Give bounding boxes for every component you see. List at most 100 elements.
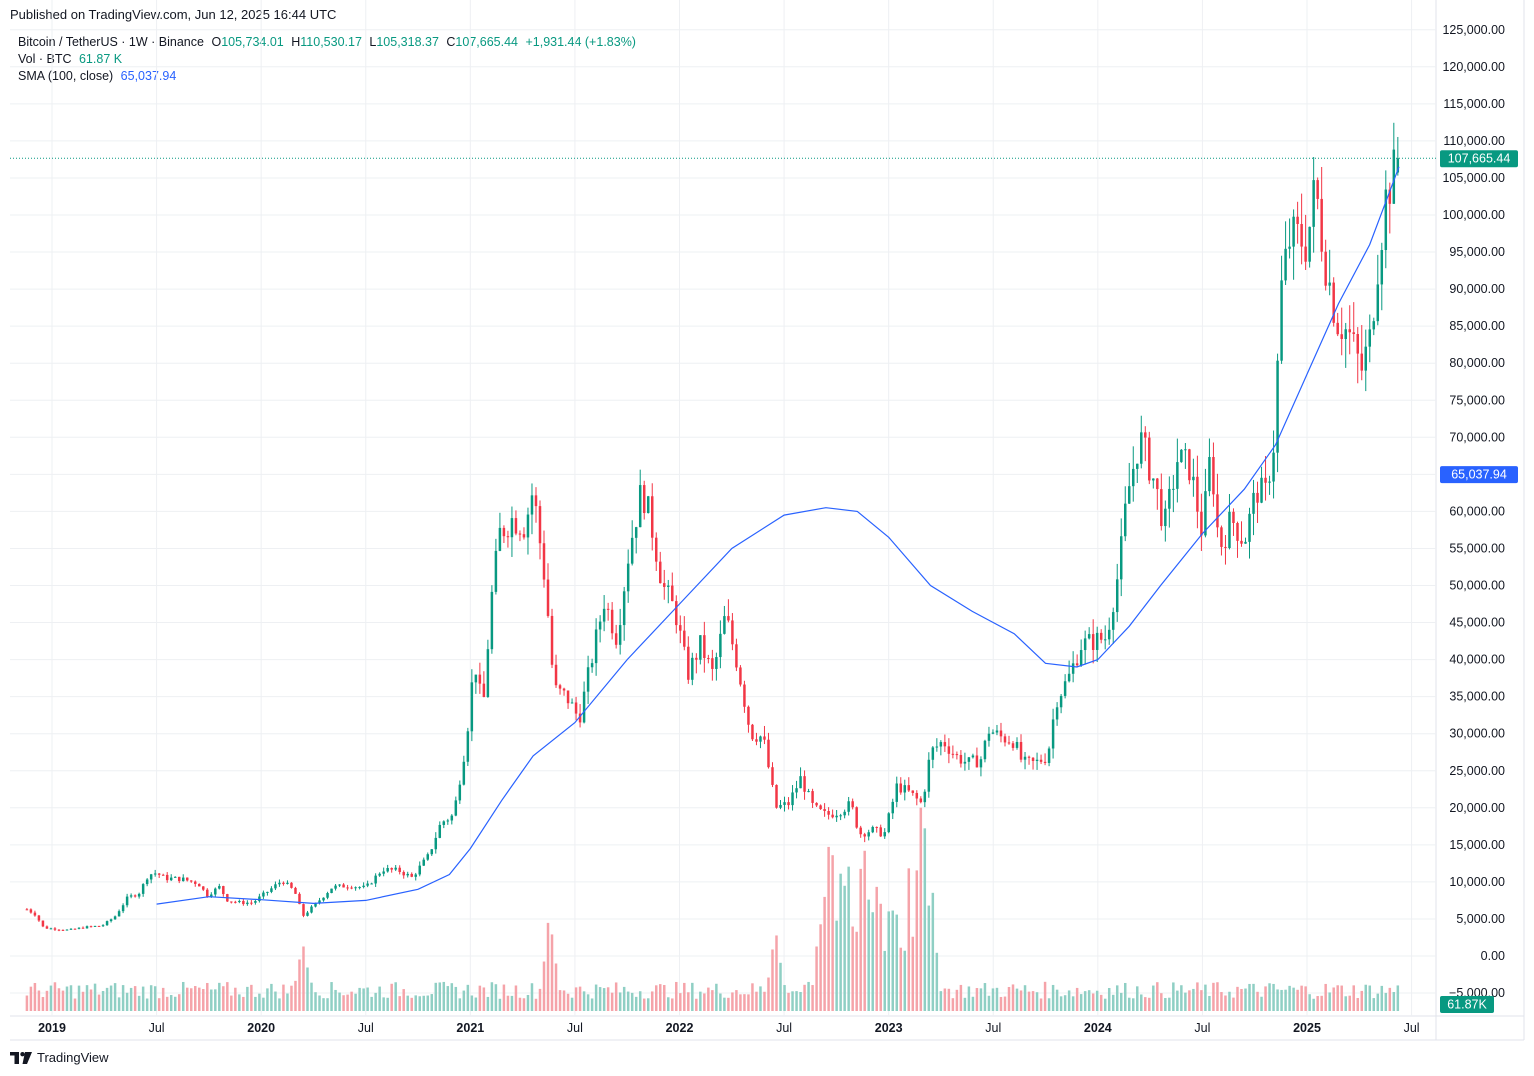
candle-body[interactable]	[1160, 489, 1163, 527]
candle-body[interactable]	[1304, 246, 1307, 262]
candle-body[interactable]	[278, 882, 281, 885]
candle-body[interactable]	[250, 902, 253, 904]
candle-body[interactable]	[859, 827, 862, 835]
candle-body[interactable]	[763, 736, 766, 740]
candle-body[interactable]	[899, 783, 903, 793]
candle-body[interactable]	[342, 884, 345, 888]
candle-body[interactable]	[474, 674, 478, 683]
candle-body[interactable]	[1308, 226, 1311, 262]
candle-body[interactable]	[470, 682, 474, 732]
candle-body[interactable]	[839, 815, 842, 817]
candle-body[interactable]	[514, 518, 518, 534]
candle-body[interactable]	[783, 802, 786, 805]
candle-body[interactable]	[510, 518, 514, 538]
candle-body[interactable]	[161, 874, 165, 876]
candle-body[interactable]	[1124, 503, 1127, 537]
candle-body[interactable]	[1228, 511, 1231, 548]
candle-body[interactable]	[558, 685, 562, 689]
candle-body[interactable]	[1288, 246, 1291, 249]
candle-body[interactable]	[402, 872, 405, 876]
candle-body[interactable]	[1224, 546, 1227, 548]
candles[interactable]	[25, 122, 1400, 932]
candle-body[interactable]	[1164, 508, 1167, 527]
candle-body[interactable]	[871, 826, 874, 833]
candle-body[interactable]	[370, 883, 373, 885]
candle-body[interactable]	[29, 909, 33, 913]
candle-body[interactable]	[1232, 511, 1235, 524]
candle-body[interactable]	[1075, 663, 1079, 666]
candle-body[interactable]	[230, 901, 233, 903]
candle-body[interactable]	[206, 889, 209, 897]
candle-body[interactable]	[799, 776, 802, 789]
candle-body[interactable]	[330, 888, 333, 894]
candle-body[interactable]	[646, 496, 650, 514]
candle-body[interactable]	[562, 688, 566, 691]
candle-body[interactable]	[298, 893, 301, 905]
candle-body[interactable]	[618, 625, 622, 645]
candle-body[interactable]	[1015, 741, 1019, 748]
candle-body[interactable]	[246, 902, 249, 905]
candle-body[interactable]	[1047, 748, 1051, 763]
candle-body[interactable]	[362, 885, 365, 888]
candle-body[interactable]	[574, 702, 578, 714]
candle-body[interactable]	[258, 896, 261, 902]
candle-body[interactable]	[169, 877, 173, 881]
candle-body[interactable]	[350, 887, 353, 889]
candle-body[interactable]	[971, 755, 975, 758]
candle-body[interactable]	[895, 783, 899, 802]
candle-body[interactable]	[1200, 511, 1203, 536]
candle-body[interactable]	[1180, 449, 1183, 463]
candle-body[interactable]	[133, 895, 137, 897]
candle-body[interactable]	[1132, 468, 1135, 487]
candle-body[interactable]	[911, 790, 915, 793]
candle-body[interactable]	[294, 887, 297, 894]
candle-body[interactable]	[77, 927, 81, 929]
candle-body[interactable]	[41, 920, 45, 927]
candle-body[interactable]	[386, 868, 389, 872]
candle-body[interactable]	[847, 801, 850, 812]
candle-body[interactable]	[979, 759, 983, 768]
candle-body[interactable]	[1107, 629, 1111, 640]
candle-body[interactable]	[931, 747, 935, 760]
candle-body[interactable]	[1384, 189, 1388, 251]
candle-body[interactable]	[1280, 280, 1283, 361]
candle-body[interactable]	[959, 754, 963, 764]
candle-body[interactable]	[1320, 198, 1323, 252]
candle-body[interactable]	[1192, 476, 1195, 481]
candle-body[interactable]	[33, 912, 37, 916]
candle-body[interactable]	[915, 792, 919, 799]
candle-body[interactable]	[522, 534, 526, 538]
candle-body[interactable]	[815, 802, 818, 806]
candle-body[interactable]	[502, 527, 506, 537]
candle-body[interactable]	[181, 877, 185, 882]
candle-body[interactable]	[1043, 761, 1047, 763]
candle-body[interactable]	[1328, 282, 1331, 286]
candle-body[interactable]	[1091, 634, 1095, 650]
candle-body[interactable]	[751, 724, 754, 740]
candle-body[interactable]	[1172, 488, 1175, 490]
candle-body[interactable]	[1136, 463, 1139, 469]
candle-body[interactable]	[1340, 334, 1343, 339]
candle-body[interactable]	[25, 909, 29, 911]
candle-body[interactable]	[486, 649, 490, 698]
candle-body[interactable]	[807, 791, 810, 793]
candle-body[interactable]	[210, 894, 213, 897]
candle-body[interactable]	[426, 854, 429, 860]
candle-body[interactable]	[222, 886, 225, 895]
candle-body[interactable]	[49, 928, 53, 930]
candle-body[interactable]	[699, 635, 702, 660]
candle-body[interactable]	[302, 904, 305, 916]
candle-body[interactable]	[286, 882, 289, 884]
candle-body[interactable]	[887, 813, 890, 833]
candle-body[interactable]	[141, 884, 145, 894]
candle-body[interactable]	[165, 874, 169, 881]
candle-body[interactable]	[1119, 536, 1123, 580]
candle-body[interactable]	[526, 514, 530, 538]
candle-body[interactable]	[218, 886, 221, 889]
candle-body[interactable]	[121, 905, 125, 912]
candle-body[interactable]	[1019, 741, 1023, 760]
candle-body[interactable]	[1212, 457, 1215, 495]
candle-body[interactable]	[1196, 476, 1199, 512]
candle-body[interactable]	[594, 629, 598, 664]
candle-body[interactable]	[951, 753, 955, 755]
